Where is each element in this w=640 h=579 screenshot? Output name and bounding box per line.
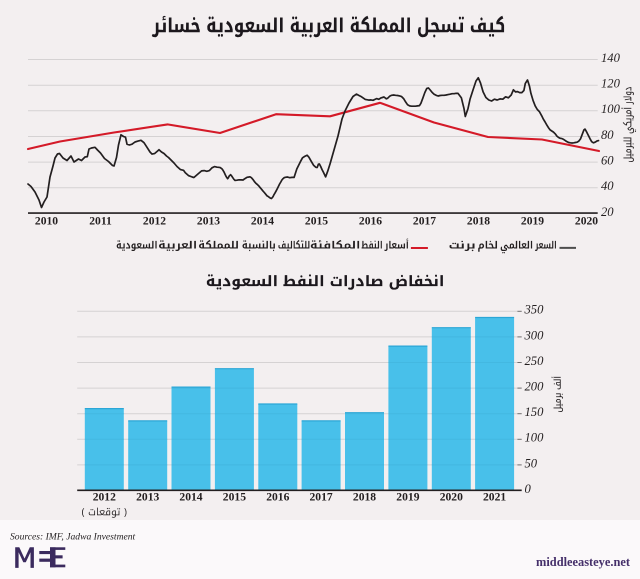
- svg-text:2012: 2012: [93, 491, 116, 504]
- svg-text:2018: 2018: [467, 214, 490, 227]
- svg-text:2010: 2010: [35, 214, 58, 227]
- svg-text:140: 140: [601, 51, 621, 65]
- svg-text:20: 20: [601, 205, 614, 219]
- svg-text:2013: 2013: [197, 214, 220, 227]
- svg-text:100: 100: [601, 102, 621, 116]
- svg-text:2014: 2014: [251, 214, 274, 227]
- svg-text:2020: 2020: [440, 491, 463, 504]
- svg-text:2021: 2021: [483, 491, 506, 504]
- svg-text:2013: 2013: [136, 491, 159, 504]
- svg-text:Sources: IMF, Jadwa Investment: Sources: IMF, Jadwa Investment: [10, 532, 136, 543]
- svg-text:50: 50: [525, 456, 538, 470]
- svg-text:2017: 2017: [310, 491, 333, 504]
- svg-text:60: 60: [601, 154, 614, 168]
- svg-text:middleeasteye.net: middleeasteye.net: [536, 555, 631, 569]
- svg-text:100: 100: [525, 431, 545, 445]
- svg-text:2012: 2012: [143, 214, 166, 227]
- svg-text:250: 250: [525, 354, 545, 368]
- svg-text:2011: 2011: [89, 214, 112, 227]
- svg-text:2016: 2016: [359, 214, 382, 227]
- svg-text:2017: 2017: [413, 214, 436, 227]
- svg-text:2014: 2014: [179, 491, 202, 504]
- svg-text:200: 200: [525, 380, 545, 394]
- svg-text:2016: 2016: [266, 491, 289, 504]
- svg-text:120: 120: [601, 77, 621, 91]
- svg-text:2015: 2015: [305, 214, 328, 227]
- svg-text:300: 300: [524, 328, 545, 342]
- svg-text:2018: 2018: [353, 491, 376, 504]
- svg-text:40: 40: [601, 179, 614, 193]
- svg-text:2020: 2020: [575, 214, 598, 227]
- svg-text:2019: 2019: [521, 214, 544, 227]
- svg-text:350: 350: [524, 303, 545, 317]
- svg-text:150: 150: [525, 405, 545, 419]
- svg-text:0: 0: [525, 482, 532, 496]
- svg-text:2015: 2015: [223, 491, 246, 504]
- svg-text:2019: 2019: [396, 491, 419, 504]
- svg-text:80: 80: [601, 128, 614, 142]
